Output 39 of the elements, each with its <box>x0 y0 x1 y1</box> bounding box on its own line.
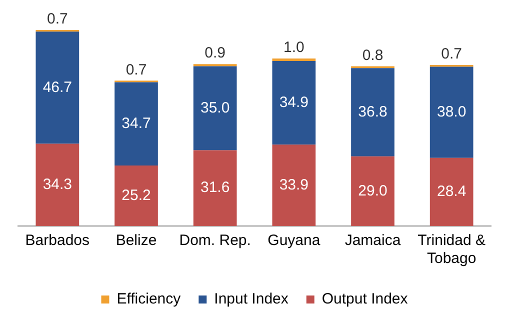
data-label: 31.6 <box>200 179 230 196</box>
x-tick-label: Dom. Rep. <box>179 232 251 250</box>
data-label: 35.0 <box>200 99 230 116</box>
data-label: 38.0 <box>436 103 466 120</box>
data-label: 36.8 <box>358 103 388 120</box>
bar <box>114 82 158 166</box>
data-label: 34.9 <box>279 94 309 111</box>
data-label: 25.2 <box>122 186 151 204</box>
legend-label: Output Index <box>322 290 408 308</box>
bar <box>36 144 80 226</box>
x-tick-label: Belize <box>116 232 157 250</box>
x-tick-label: Barbados <box>25 232 90 250</box>
bar <box>272 60 316 145</box>
data-label: 0.7 <box>126 61 147 78</box>
x-tick-label: Trinidad & Tobago <box>418 232 486 268</box>
data-label: 29.0 <box>358 182 388 200</box>
data-label: 46.7 <box>42 78 72 96</box>
data-label: 28.4 <box>436 183 466 200</box>
bar <box>430 66 474 158</box>
x-tick-label: Jamaica <box>344 232 402 250</box>
bar <box>114 166 158 226</box>
bar <box>272 144 316 226</box>
data-label: 33.9 <box>279 176 309 194</box>
bar <box>351 68 394 156</box>
data-label: 0.7 <box>441 46 462 63</box>
bar <box>193 66 237 150</box>
bar <box>193 150 237 226</box>
data-label: 0.7 <box>46 10 68 28</box>
data-label: 0.8 <box>362 46 384 64</box>
data-label: 34.3 <box>42 176 72 193</box>
bar <box>351 156 394 226</box>
bar <box>36 32 80 144</box>
x-tick-label: Guyana <box>268 232 321 250</box>
legend-label: Efficiency <box>116 290 182 308</box>
data-label: 1.0 <box>283 39 304 56</box>
legend-label: Input Index <box>214 290 289 308</box>
bar <box>430 158 474 226</box>
data-label: 34.7 <box>122 115 151 132</box>
data-label: 0.9 <box>204 44 226 62</box>
